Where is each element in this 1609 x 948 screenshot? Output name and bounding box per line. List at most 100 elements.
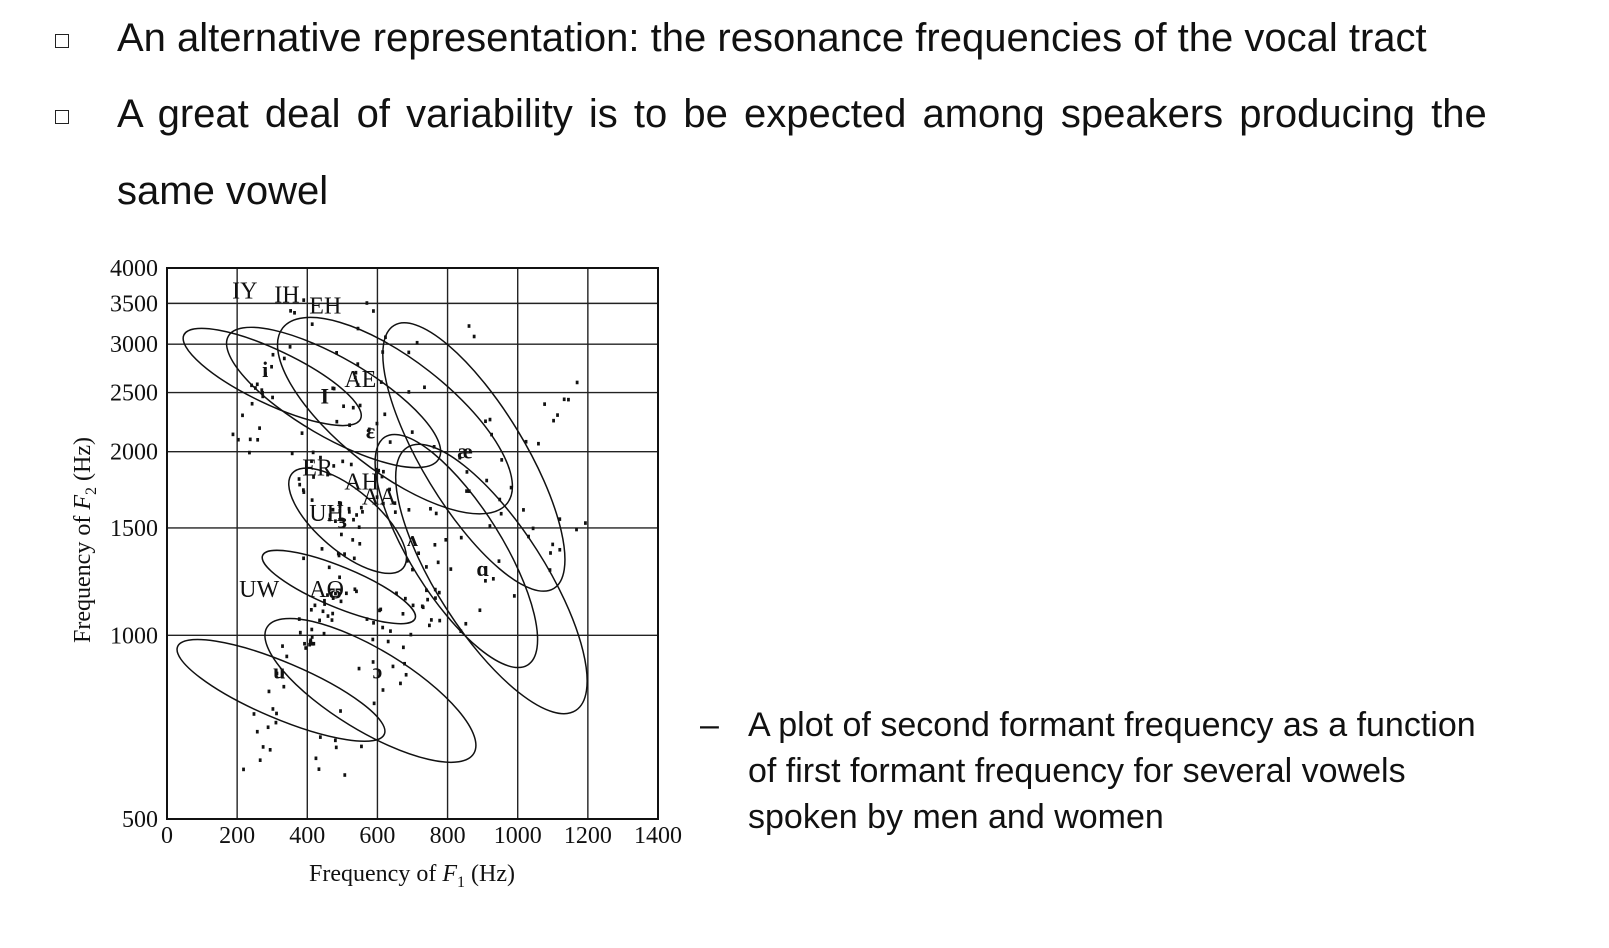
data-point (293, 311, 296, 315)
data-point (248, 437, 252, 442)
region-labels: i IY I IH ɛ EH æ AE ʌ AH ɑ AA ɜ ER ʊ UH u UW ɔ AO (232, 279, 489, 684)
region-symbol-iy: i (262, 357, 268, 382)
caption-line-2: of first formant frequency for several v… (748, 752, 1406, 790)
data-point (484, 579, 487, 583)
region-label-iy: IY (232, 279, 257, 305)
data-point (465, 470, 469, 474)
data-point (509, 485, 513, 490)
x-tick-label: 800 (430, 823, 466, 849)
region-label-eh: EH (309, 293, 341, 319)
y-axis-label-sub: 2 (83, 487, 100, 495)
data-point (543, 402, 547, 406)
y-tick-label: 3500 (110, 291, 158, 317)
y-axis-label-prefix: Frequency of (70, 510, 96, 643)
x-tick-labels: 0 200 400 600 800 1000 1200 1400 (161, 823, 682, 849)
region-label-uh: UH (309, 501, 344, 527)
data-point (429, 618, 433, 622)
data-point (403, 661, 406, 666)
y-tick-label: 2000 (110, 440, 158, 466)
data-point (393, 501, 397, 505)
data-point (271, 352, 275, 357)
data-point (300, 431, 304, 435)
data-point (302, 556, 305, 561)
region-ellipse-ah (374, 433, 539, 669)
data-point (436, 560, 440, 565)
data-point (472, 334, 476, 339)
data-point (433, 587, 437, 592)
data-point (401, 612, 405, 616)
region-symbol-ah: ʌ (407, 526, 418, 551)
data-point (389, 629, 392, 633)
data-point (231, 432, 235, 437)
x-axis-label-prefix: Frequency of (309, 861, 442, 887)
data-point (391, 664, 395, 669)
caption-line-1: A plot of second formant frequency as a … (748, 706, 1476, 744)
data-point (426, 597, 430, 602)
data-point (271, 395, 274, 400)
data-point (352, 517, 355, 522)
data-point (484, 419, 487, 424)
data-point (464, 621, 468, 626)
data-point (375, 495, 379, 499)
data-point (358, 403, 362, 408)
data-point (410, 430, 414, 434)
region-symbol-ih: I (321, 383, 330, 408)
data-point (478, 608, 482, 613)
data-point (323, 598, 326, 603)
plot-frame (166, 267, 659, 820)
data-point (527, 534, 530, 539)
data-point (323, 602, 327, 606)
data-point (312, 475, 315, 479)
x-tick-label: 1000 (494, 823, 542, 849)
data-point (348, 423, 352, 427)
data-point (250, 401, 254, 406)
data-point (488, 417, 492, 422)
data-point (355, 513, 359, 517)
data-point (383, 412, 387, 417)
data-point (381, 625, 385, 630)
data-point (459, 535, 463, 540)
x-tick-label: 400 (289, 823, 325, 849)
data-point (274, 720, 278, 725)
data-point (267, 689, 271, 694)
y-tick-labels: 4000 3500 3000 2500 2000 1500 1000 500 (110, 256, 158, 833)
data-point (558, 547, 562, 552)
x-axis-label-sub: 1 (457, 874, 465, 891)
data-point (388, 440, 392, 444)
data-point (255, 729, 259, 734)
region-label-ae: AE (344, 367, 376, 393)
data-point (331, 507, 335, 512)
y-tick-label: 4000 (110, 256, 158, 282)
data-point (393, 510, 397, 514)
data-point (365, 617, 369, 621)
data-point (405, 559, 409, 563)
bullet-checkbox-2 (55, 110, 69, 124)
data-point (537, 441, 540, 446)
data-point (386, 639, 390, 644)
data-point (359, 505, 363, 510)
data-point (318, 618, 321, 623)
data-point (332, 464, 336, 468)
data-point (498, 497, 502, 502)
data-point (575, 380, 579, 385)
data-point (334, 745, 338, 750)
vowel-data-points (231, 298, 587, 777)
data-point (425, 565, 428, 569)
data-point (352, 556, 356, 561)
data-point (372, 309, 375, 313)
data-point (338, 509, 342, 513)
data-point (298, 482, 302, 487)
caption-dash: – (700, 706, 719, 744)
data-point (427, 623, 431, 628)
data-point (437, 590, 441, 595)
data-point (347, 506, 351, 511)
data-point (411, 567, 414, 572)
data-point (275, 671, 279, 676)
region-ellipse-er (288, 467, 408, 575)
y-tick-label: 1000 (110, 623, 158, 649)
data-point (241, 413, 244, 418)
data-point (313, 603, 317, 608)
data-point (375, 421, 379, 426)
y-tick-label: 1500 (110, 516, 158, 542)
data-point (340, 517, 344, 522)
